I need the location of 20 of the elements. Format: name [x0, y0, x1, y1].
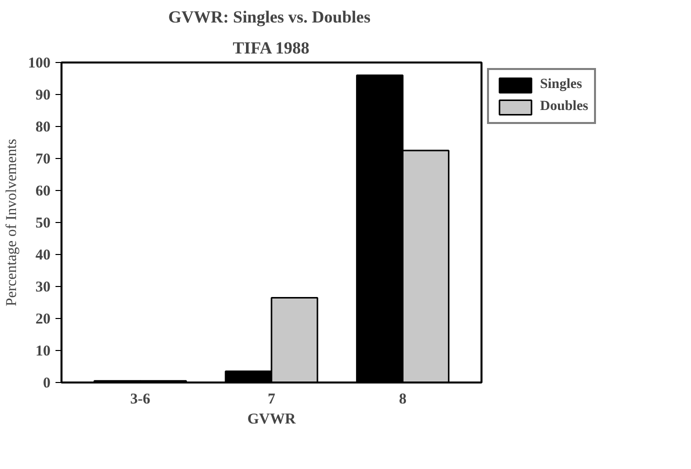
y-tick-label: 100 — [28, 56, 50, 72]
legend-label: Doubles — [540, 99, 588, 115]
chart-title: GVWR: Singles vs. Doubles — [168, 8, 371, 26]
y-tick-label: 60 — [36, 184, 50, 200]
x-tick-label: 3-6 — [130, 392, 151, 408]
y-tick-label: 40 — [36, 248, 50, 264]
x-axis-title: GVWR — [247, 412, 296, 428]
chart-subtitle: TIFA 1988 — [232, 38, 310, 58]
y-tick-label: 90 — [36, 88, 50, 104]
y-tick-label: 80 — [36, 120, 50, 136]
y-tick-label: 20 — [36, 312, 50, 328]
y-tick-label: 10 — [36, 344, 50, 360]
x-tick-label: 8 — [399, 392, 406, 408]
y-tick-label: 70 — [36, 152, 50, 168]
y-tick-label: 50 — [36, 216, 50, 232]
y-axis-title: Percentage of Involvements — [4, 138, 20, 306]
y-tick-label: 0 — [43, 376, 50, 392]
legend-label: Singles — [540, 77, 582, 93]
y-tick-label: 30 — [36, 280, 50, 296]
x-tick-label: 7 — [268, 392, 276, 408]
